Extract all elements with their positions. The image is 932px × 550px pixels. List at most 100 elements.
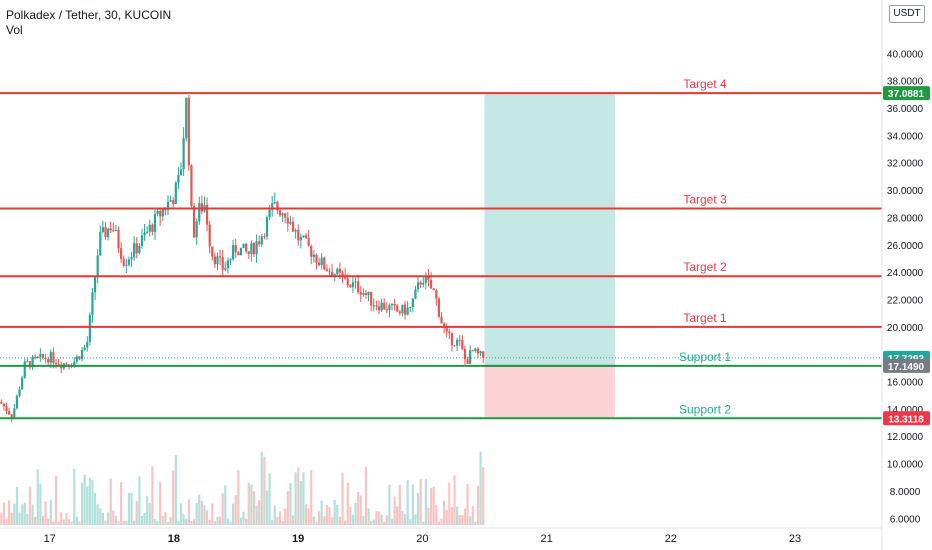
- price-tick-label: 22.0000: [887, 295, 924, 306]
- candle-body: [482, 351, 485, 358]
- candle-body: [325, 269, 328, 272]
- price-tick-label: 16.0000: [887, 378, 924, 389]
- volume-bar: [195, 502, 198, 525]
- candle-body: [427, 276, 430, 281]
- price-axis[interactable]: 6.0000 8.0000 10.0000 12.0000 14.0000 16.0000…: [881, 0, 924, 550]
- volume-bar: [448, 482, 451, 525]
- volume-bar: [380, 514, 383, 525]
- time-tick-label: 20: [416, 533, 428, 545]
- entry-price-tag[interactable]: [883, 358, 930, 373]
- candle-body: [474, 348, 477, 351]
- volume-bar: [443, 500, 446, 525]
- volume-bar: [5, 518, 8, 525]
- level-label: Support 2: [679, 402, 731, 416]
- candle-body: [349, 285, 352, 288]
- volume-bar: [273, 505, 276, 525]
- target-price-tag-text: 37.0881: [888, 89, 925, 100]
- candle-body: [208, 224, 211, 247]
- price-tick-label: 30.0000: [887, 186, 924, 197]
- volume-bar: [401, 511, 404, 525]
- volume-bar: [151, 466, 154, 525]
- position-zones: [484, 93, 615, 419]
- candle-body: [130, 257, 133, 260]
- candle-body: [437, 298, 440, 317]
- candle-body: [317, 262, 321, 266]
- volume-bar: [159, 481, 162, 525]
- stop-zone[interactable]: [484, 365, 615, 419]
- time-tick-label: 22: [665, 533, 677, 545]
- price-tick-label: 32.0000: [887, 159, 924, 170]
- candle-body: [229, 259, 232, 261]
- candle-body: [250, 243, 253, 255]
- stop-price-tag[interactable]: [883, 411, 930, 426]
- candle-body: [346, 278, 349, 286]
- volume-bar: [435, 504, 438, 525]
- candle-body: [299, 237, 302, 241]
- candle-body: [396, 305, 399, 312]
- candle-body: [185, 97, 188, 139]
- volume-bar: [114, 515, 118, 525]
- volume-bar: [31, 504, 34, 525]
- candle-body: [435, 290, 438, 299]
- volume-bar: [101, 512, 104, 525]
- candle-body: [216, 256, 219, 265]
- volume-bar: [216, 516, 219, 525]
- candle-body: [479, 351, 482, 354]
- volume-bar: [83, 474, 86, 525]
- candle-body: [453, 345, 456, 347]
- candle-body: [8, 411, 11, 415]
- profit-zone[interactable]: [484, 93, 615, 366]
- candle-body: [99, 231, 102, 256]
- volume-bar: [229, 521, 232, 525]
- volume-bars: [0, 451, 485, 525]
- volume-bar: [120, 482, 123, 525]
- candle-body: [49, 352, 52, 363]
- candle-body: [153, 214, 157, 232]
- volume-bar: [364, 466, 368, 525]
- volume-bar: [213, 521, 216, 525]
- candle-body: [174, 182, 177, 204]
- volume-bar: [99, 508, 102, 525]
- volume-bar: [96, 504, 99, 525]
- volume-bar: [52, 521, 55, 525]
- candle-body: [75, 356, 78, 362]
- candle-body: [143, 232, 146, 236]
- candle-body: [237, 252, 240, 256]
- candle-body: [200, 203, 203, 212]
- volume-bar: [458, 515, 461, 525]
- candle-body: [357, 281, 360, 293]
- volume-bar: [255, 505, 258, 525]
- volume-bar: [198, 494, 201, 525]
- candle-body: [190, 165, 193, 206]
- candle-body: [469, 350, 472, 364]
- target-price-tag[interactable]: [883, 86, 930, 101]
- candle-body: [44, 357, 47, 359]
- candle-body: [148, 224, 151, 232]
- candle-body: [106, 228, 110, 237]
- candle-body: [284, 213, 287, 218]
- volume-bar: [138, 476, 141, 525]
- volume-bar: [91, 479, 94, 525]
- volume-bar: [424, 479, 427, 525]
- level-label: Target 4: [683, 77, 727, 91]
- symbol-title[interactable]: Polkadex / Tether, 30, KUCOIN: [6, 8, 172, 22]
- volume-bar: [224, 485, 227, 525]
- volume-bar: [349, 506, 352, 525]
- volume-bar: [307, 508, 310, 525]
- volume-bar: [367, 508, 370, 525]
- volume-bar: [440, 518, 443, 525]
- candle-body: [80, 349, 84, 360]
- volume-bar: [211, 503, 214, 525]
- currency-button[interactable]: USDT: [889, 5, 925, 23]
- volume-bar: [474, 521, 477, 525]
- time-axis[interactable]: 17 18 19 20 21 22 23: [0, 527, 882, 545]
- candle-body: [271, 203, 274, 211]
- candle-body: [440, 316, 443, 324]
- volume-bar: [422, 521, 425, 525]
- candle-body: [54, 363, 58, 365]
- price-tick-label: 38.0000: [887, 77, 924, 88]
- volume-bar: [21, 504, 24, 525]
- candle-body: [302, 235, 305, 238]
- volume-bar: [47, 518, 50, 525]
